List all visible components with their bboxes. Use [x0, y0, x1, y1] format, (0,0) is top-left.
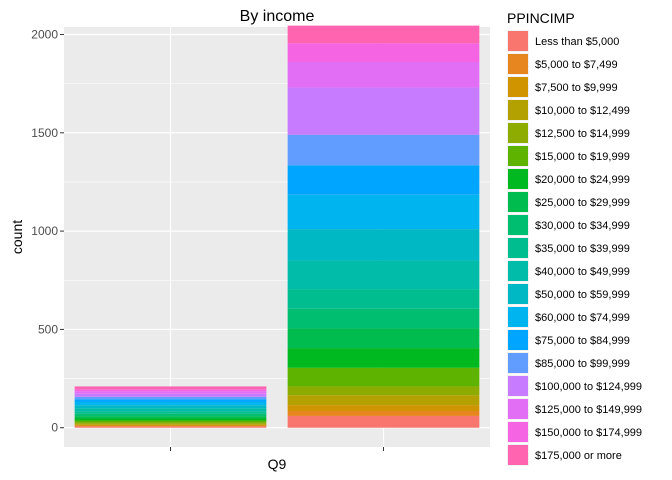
legend-swatch	[508, 77, 528, 97]
legend-label: $35,000 to $39,999	[535, 243, 630, 255]
legend-label: $20,000 to $24,999	[535, 174, 630, 186]
bar-segment	[287, 260, 480, 290]
bar-segment	[287, 62, 480, 88]
y-tick-label: 1500	[31, 126, 58, 140]
legend-swatch	[508, 376, 528, 396]
legend-swatch	[508, 238, 528, 258]
y-tick-label: 2000	[31, 27, 58, 41]
bar-segment	[287, 87, 480, 135]
legend-swatch	[508, 307, 528, 327]
legend-swatch	[508, 330, 528, 350]
bar-segment	[287, 25, 480, 44]
bar-segment	[287, 229, 480, 261]
legend: PPINCIMP Less than $5,000 $5,000 to $7,49…	[507, 10, 642, 466]
legend-label: $50,000 to $59,999	[535, 289, 630, 301]
legend-label: $150,000 to $174,999	[535, 427, 642, 439]
bar-segment	[287, 411, 480, 416]
bar-segment	[287, 386, 480, 396]
bar-segment	[74, 424, 267, 426]
y-axis: 0 500 1000 1500 2000	[31, 27, 64, 435]
bar-segment	[287, 395, 480, 406]
legend-swatch	[508, 353, 528, 373]
legend-swatch	[508, 215, 528, 235]
legend-swatch	[508, 100, 528, 120]
bar-segment	[74, 393, 267, 397]
bar-segment	[74, 422, 267, 424]
legend-title: PPINCIMP	[507, 10, 575, 26]
legend-label: $85,000 to $99,999	[535, 358, 630, 370]
legend-label: Less than $5,000	[535, 36, 619, 48]
bar-segment	[74, 416, 267, 419]
bar-segment	[74, 413, 267, 417]
legend-swatch	[508, 31, 528, 51]
bar-segment	[287, 289, 480, 309]
legend-swatch	[508, 261, 528, 281]
legend-swatch	[508, 399, 528, 419]
legend-label: $15,000 to $19,999	[535, 151, 630, 163]
bar-segment	[74, 401, 267, 406]
bar-segment	[287, 134, 480, 166]
bar-segment	[74, 399, 267, 402]
legend-label: $10,000 to $12,499	[535, 105, 630, 117]
bar-segment	[287, 405, 480, 412]
legend-swatch	[508, 146, 528, 166]
x-axis-title: Q9	[268, 456, 287, 472]
y-tick-label: 0	[51, 421, 58, 435]
legend-label: $60,000 to $74,999	[535, 312, 630, 324]
chart-title: By income	[240, 8, 315, 25]
legend-swatch	[508, 422, 528, 442]
bar-segment	[74, 411, 267, 414]
bar-segment	[287, 415, 480, 428]
bar-segment	[74, 418, 267, 421]
bar-segment	[287, 328, 480, 349]
bar-segment	[74, 391, 267, 394]
bar-segment	[74, 420, 267, 423]
legend-swatch	[508, 284, 528, 304]
legend-label: $30,000 to $34,999	[535, 220, 630, 232]
bar-segment	[74, 426, 267, 428]
bar-segment	[287, 43, 480, 62]
x-axis	[170, 447, 384, 451]
legend-label: $12,500 to $14,999	[535, 128, 630, 140]
bar-segment	[74, 396, 267, 400]
legend-label: $175,000 or more	[535, 450, 622, 462]
bar-segment	[287, 194, 480, 230]
bar-segment	[287, 348, 480, 368]
y-axis-title: count	[9, 220, 25, 254]
legend-swatch	[508, 54, 528, 74]
legend-label: $25,000 to $29,999	[535, 197, 630, 209]
legend-label: $75,000 to $84,999	[535, 335, 630, 347]
y-tick-label: 1000	[31, 224, 58, 238]
bar-segment	[74, 405, 267, 409]
legend-swatch	[508, 445, 528, 465]
bar-segment	[74, 423, 267, 425]
legend-swatch	[508, 169, 528, 189]
y-tick-label: 500	[38, 322, 58, 336]
legend-label: $5,000 to $7,499	[535, 59, 618, 71]
bar-segment	[74, 425, 267, 427]
bars	[74, 25, 480, 428]
legend-label: $100,000 to $124,999	[535, 381, 642, 393]
legend-label: $40,000 to $49,999	[535, 266, 630, 278]
bar-segment	[287, 308, 480, 329]
bar-segment	[74, 386, 267, 390]
bar-segment	[287, 165, 480, 195]
bar-segment	[74, 389, 267, 392]
bar-segment	[287, 367, 480, 387]
legend-swatch	[508, 123, 528, 143]
legend-swatch	[508, 192, 528, 212]
legend-label: $125,000 to $149,999	[535, 404, 642, 416]
bar-segment	[74, 408, 267, 412]
legend-label: $7,500 to $9,999	[535, 82, 618, 94]
